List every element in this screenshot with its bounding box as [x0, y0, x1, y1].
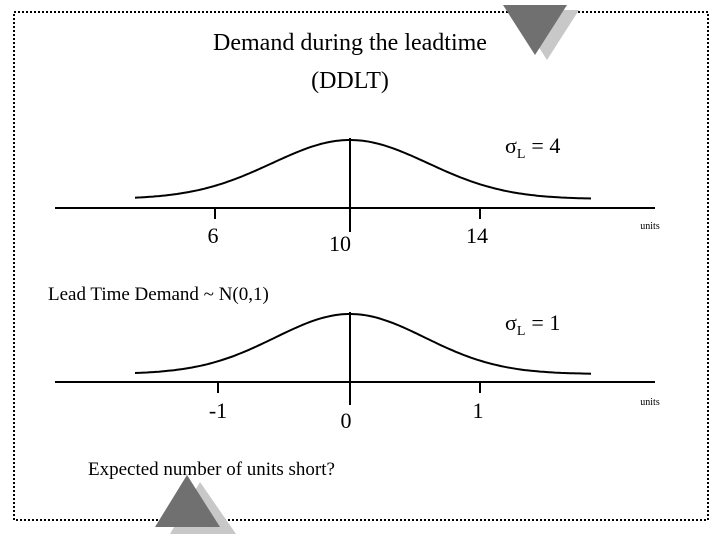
bell-curve [134, 139, 592, 200]
sigma-subscript: L [517, 324, 526, 339]
middle-label: Lead Time Demand ~ N(0,1) [48, 284, 269, 305]
slide-border [13, 11, 709, 521]
title: Demand during the leadtime [213, 30, 487, 56]
sigma-value: = 1 [531, 310, 560, 335]
tick-label: 1 [473, 398, 484, 423]
triangle [155, 475, 220, 527]
sigma-subscript: L [517, 147, 526, 162]
subtitle: (DDLT) [311, 68, 389, 94]
units-label: units [640, 221, 660, 232]
tick-label: 10 [329, 231, 351, 256]
triangle [503, 5, 567, 55]
bell-curve [134, 313, 592, 375]
sigma-value: = 4 [531, 133, 560, 158]
sigma-symbol: σ [505, 133, 517, 158]
footer-question: Expected number of units short? [88, 459, 335, 480]
units-label: units [640, 397, 660, 408]
tick-label: 0 [341, 408, 352, 433]
tick-label: -1 [209, 398, 227, 423]
tick-label: 6 [208, 223, 219, 248]
sigma-label: σL = 1 [505, 310, 560, 339]
sigma-symbol: σ [505, 310, 517, 335]
sigma-label: σL = 4 [505, 133, 560, 162]
tick-label: 14 [466, 223, 488, 248]
